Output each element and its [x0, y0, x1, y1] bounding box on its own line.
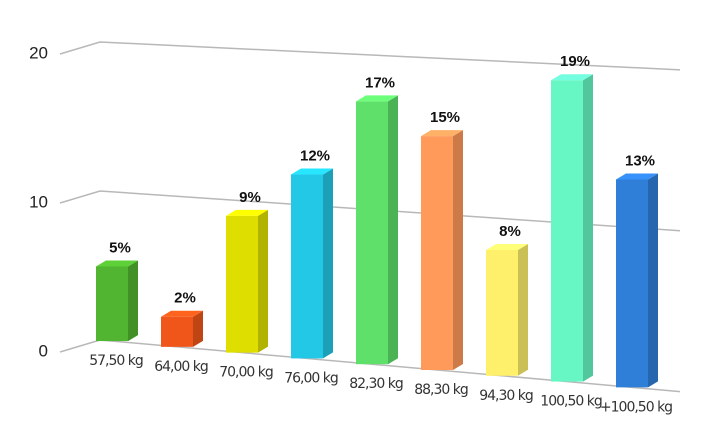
bar-side — [323, 168, 333, 359]
bar-side — [453, 130, 463, 370]
bar-side — [258, 209, 268, 353]
bar — [291, 174, 323, 359]
value-label: 15% — [430, 109, 460, 126]
bar-top — [96, 260, 138, 267]
x-tick-label: 76,00 kg — [284, 370, 338, 386]
value-label: 19% — [560, 53, 590, 70]
bar-top — [616, 173, 658, 180]
value-label: 2% — [174, 290, 196, 307]
value-label: 17% — [365, 74, 395, 91]
bar-side — [388, 95, 398, 365]
bar — [486, 249, 518, 376]
bar — [161, 316, 193, 347]
bar-top — [291, 168, 333, 175]
value-label: 5% — [109, 239, 131, 256]
y-tick-label: 20 — [29, 43, 48, 62]
value-label: 12% — [300, 147, 330, 164]
x-tick-label: 94,30 kg — [479, 388, 533, 404]
grid-line — [59, 41, 681, 71]
bar — [96, 266, 128, 342]
y-tick-label: 0 — [39, 341, 48, 360]
x-tick-label: 88,30 kg — [414, 382, 468, 398]
bar — [551, 80, 583, 382]
x-tick-label: 82,30 kg — [349, 376, 403, 392]
bar-side — [128, 260, 138, 342]
bar-top — [356, 95, 398, 102]
grid-line — [59, 190, 681, 232]
bar-top — [421, 130, 463, 137]
value-label: 13% — [625, 152, 655, 169]
bar — [226, 215, 258, 353]
bar — [421, 136, 453, 370]
x-tick-label: 100,50 kg — [540, 394, 602, 410]
bar-side — [648, 173, 658, 388]
y-tick-label: 10 — [29, 192, 48, 211]
bar-top — [161, 310, 203, 317]
value-label: 8% — [499, 223, 521, 240]
x-tick-label: 64,00 kg — [154, 359, 208, 375]
bar-side — [518, 243, 528, 376]
x-tick-label: 70,00 kg — [219, 365, 273, 381]
x-tick-label: +100,50 kg — [600, 399, 672, 415]
bar — [616, 179, 648, 388]
bar — [356, 101, 388, 365]
bar-top — [226, 209, 268, 216]
value-label: 9% — [239, 189, 261, 206]
bar-top — [486, 243, 528, 250]
bar-top — [551, 74, 593, 81]
x-tick-label: 57,50 kg — [89, 353, 143, 369]
bar-side — [583, 74, 593, 382]
bar-side — [193, 310, 203, 347]
